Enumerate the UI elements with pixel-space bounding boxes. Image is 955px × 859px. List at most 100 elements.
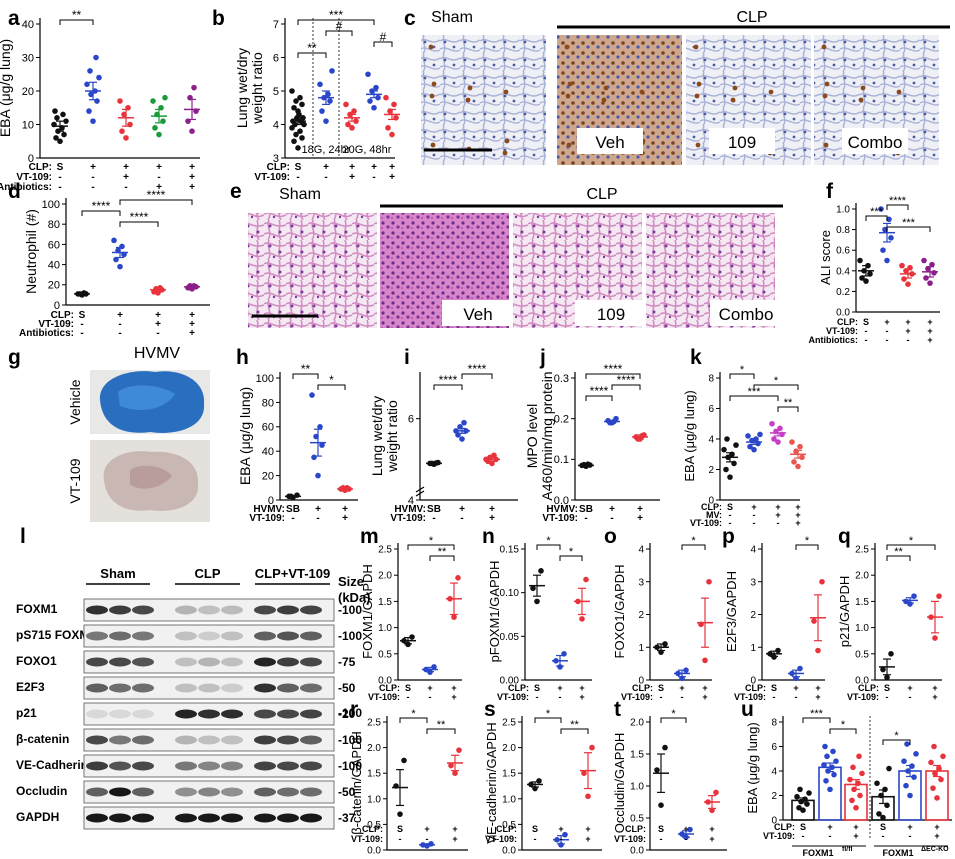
blot-band [109,605,131,615]
y-tick-label-k: 6 [708,404,714,415]
condition-value-u: + [827,822,832,832]
blot-group-label: CLP [195,566,221,581]
sig-label-d: **** [147,188,166,202]
y-tick-label-t: 0.0 [630,846,644,857]
blot-band [254,761,276,771]
condition-value-a: + [123,162,129,173]
blot-row-label: β-catenin [16,732,69,746]
condition-row-label-m: VT-109: [368,692,400,702]
chart-s: 0.00.51.01.52.02.5VE-cadherin/GAPDH***CL… [484,708,602,857]
sig-bracket-d [81,210,121,216]
blot-band [300,709,322,719]
sig-label-r: * [411,708,416,720]
sig-label-q: ** [894,546,903,558]
y-tick-label-u: 8 [771,718,777,729]
condition-value-d: - [156,328,159,339]
y-tick-label-a: 20 [22,86,34,98]
blot-row-label: VE-Cadherin [16,758,88,772]
y-tick-label-o: 2 [638,610,644,621]
condition-value-k: - [729,510,732,520]
g-title: HVMV [134,345,181,362]
sig-label-f: **** [889,195,907,207]
condition-value-h: SB [286,504,300,515]
y-tick-label-i: 6 [408,414,414,426]
data-point-h [309,392,315,398]
blot-band [132,657,154,667]
condition-value-k: + [795,518,800,528]
y-tick-label-t: 0.5 [630,814,644,825]
sig-label-f: *** [902,217,916,229]
data-point-a [60,111,66,118]
label-box-e [710,300,778,326]
blot-band [277,787,299,797]
stain-dot [566,142,572,148]
data-point-n [534,598,540,605]
blot-band [132,761,154,771]
blot-band [198,657,220,667]
condition-row-label-u: VT-109: [763,831,795,841]
blot-band [109,787,131,797]
chart-r: 0.00.51.01.52.02.5β-catenin/GAPDH***CLP:… [349,708,468,857]
condition-value-q: + [932,683,937,693]
data-point-a [162,94,168,101]
condition-value-h: + [342,504,348,515]
data-point-b [291,104,297,111]
y-axis-label-q: p21/GAPDH [837,576,852,648]
blot-band [221,787,243,797]
axis-break-i [415,490,425,497]
condition-value-s: + [558,824,563,834]
y-tick-label-q: 0.5 [855,649,869,660]
condition-value-i: + [489,504,495,515]
data-point-b [343,101,349,108]
condition-value-f: - [907,335,910,345]
blot-band [109,631,131,641]
condition-row-label-q: CLP: [858,683,879,693]
y-tick-label-p: 4 [750,545,756,556]
data-point-n [583,576,589,583]
sig-bracket-q [886,555,911,561]
data-point-d [113,256,119,263]
size-header: Size [338,574,364,589]
data-point-q [884,674,890,681]
sig-bracket-i [433,384,463,390]
data-point-a [156,131,162,138]
blot-band [109,709,131,719]
y-tick-label-n: 0.00 [500,676,520,687]
condition-value-f: + [905,326,910,336]
y-tick-label-m: 0.0 [378,676,392,687]
label-clp-c: CLP [736,9,767,26]
y-axis-label-line: Lung wet/dry [369,396,385,476]
y-tick-label-d: 20 [48,280,60,292]
sig-label-b: # [380,30,387,44]
condition-value-f: + [905,317,910,327]
data-point-u [930,785,936,791]
data-point-u [800,807,806,813]
blot-band [86,657,108,667]
note-b: 18G, 24hr [302,144,351,156]
y-tick-label-o: 0 [638,676,644,687]
condition-value-f: S [863,317,869,327]
panel-letter-r: r [350,698,358,721]
condition-row-label-k: VT-109: [690,518,722,528]
y-tick-label-t: 1.0 [630,782,644,793]
data-point-u [847,776,853,783]
sig-label-q: * [909,535,914,547]
condition-row-label-f: Antibiotics: [809,335,859,345]
y-tick-label-m: 2.5 [378,545,392,556]
condition-value-d: + [189,319,195,330]
y-tick-label-n: 0.10 [500,588,520,599]
blot-band [109,683,131,693]
condition-row-label-r: VT-109: [351,834,383,844]
blot-band [277,683,299,693]
sig-bracket-o [681,544,706,550]
y-tick-label-u: 6 [771,742,777,753]
y-tick-label-o: 3 [638,577,644,588]
blot-band [86,761,108,771]
y-tick-label-f: 0.8 [836,225,850,236]
stain-dot [567,81,573,87]
condition-value-k: - [729,518,732,528]
data-point-u [859,770,865,777]
condition-value-u: - [909,831,912,841]
y-tick-label-f: 0.6 [836,246,850,257]
